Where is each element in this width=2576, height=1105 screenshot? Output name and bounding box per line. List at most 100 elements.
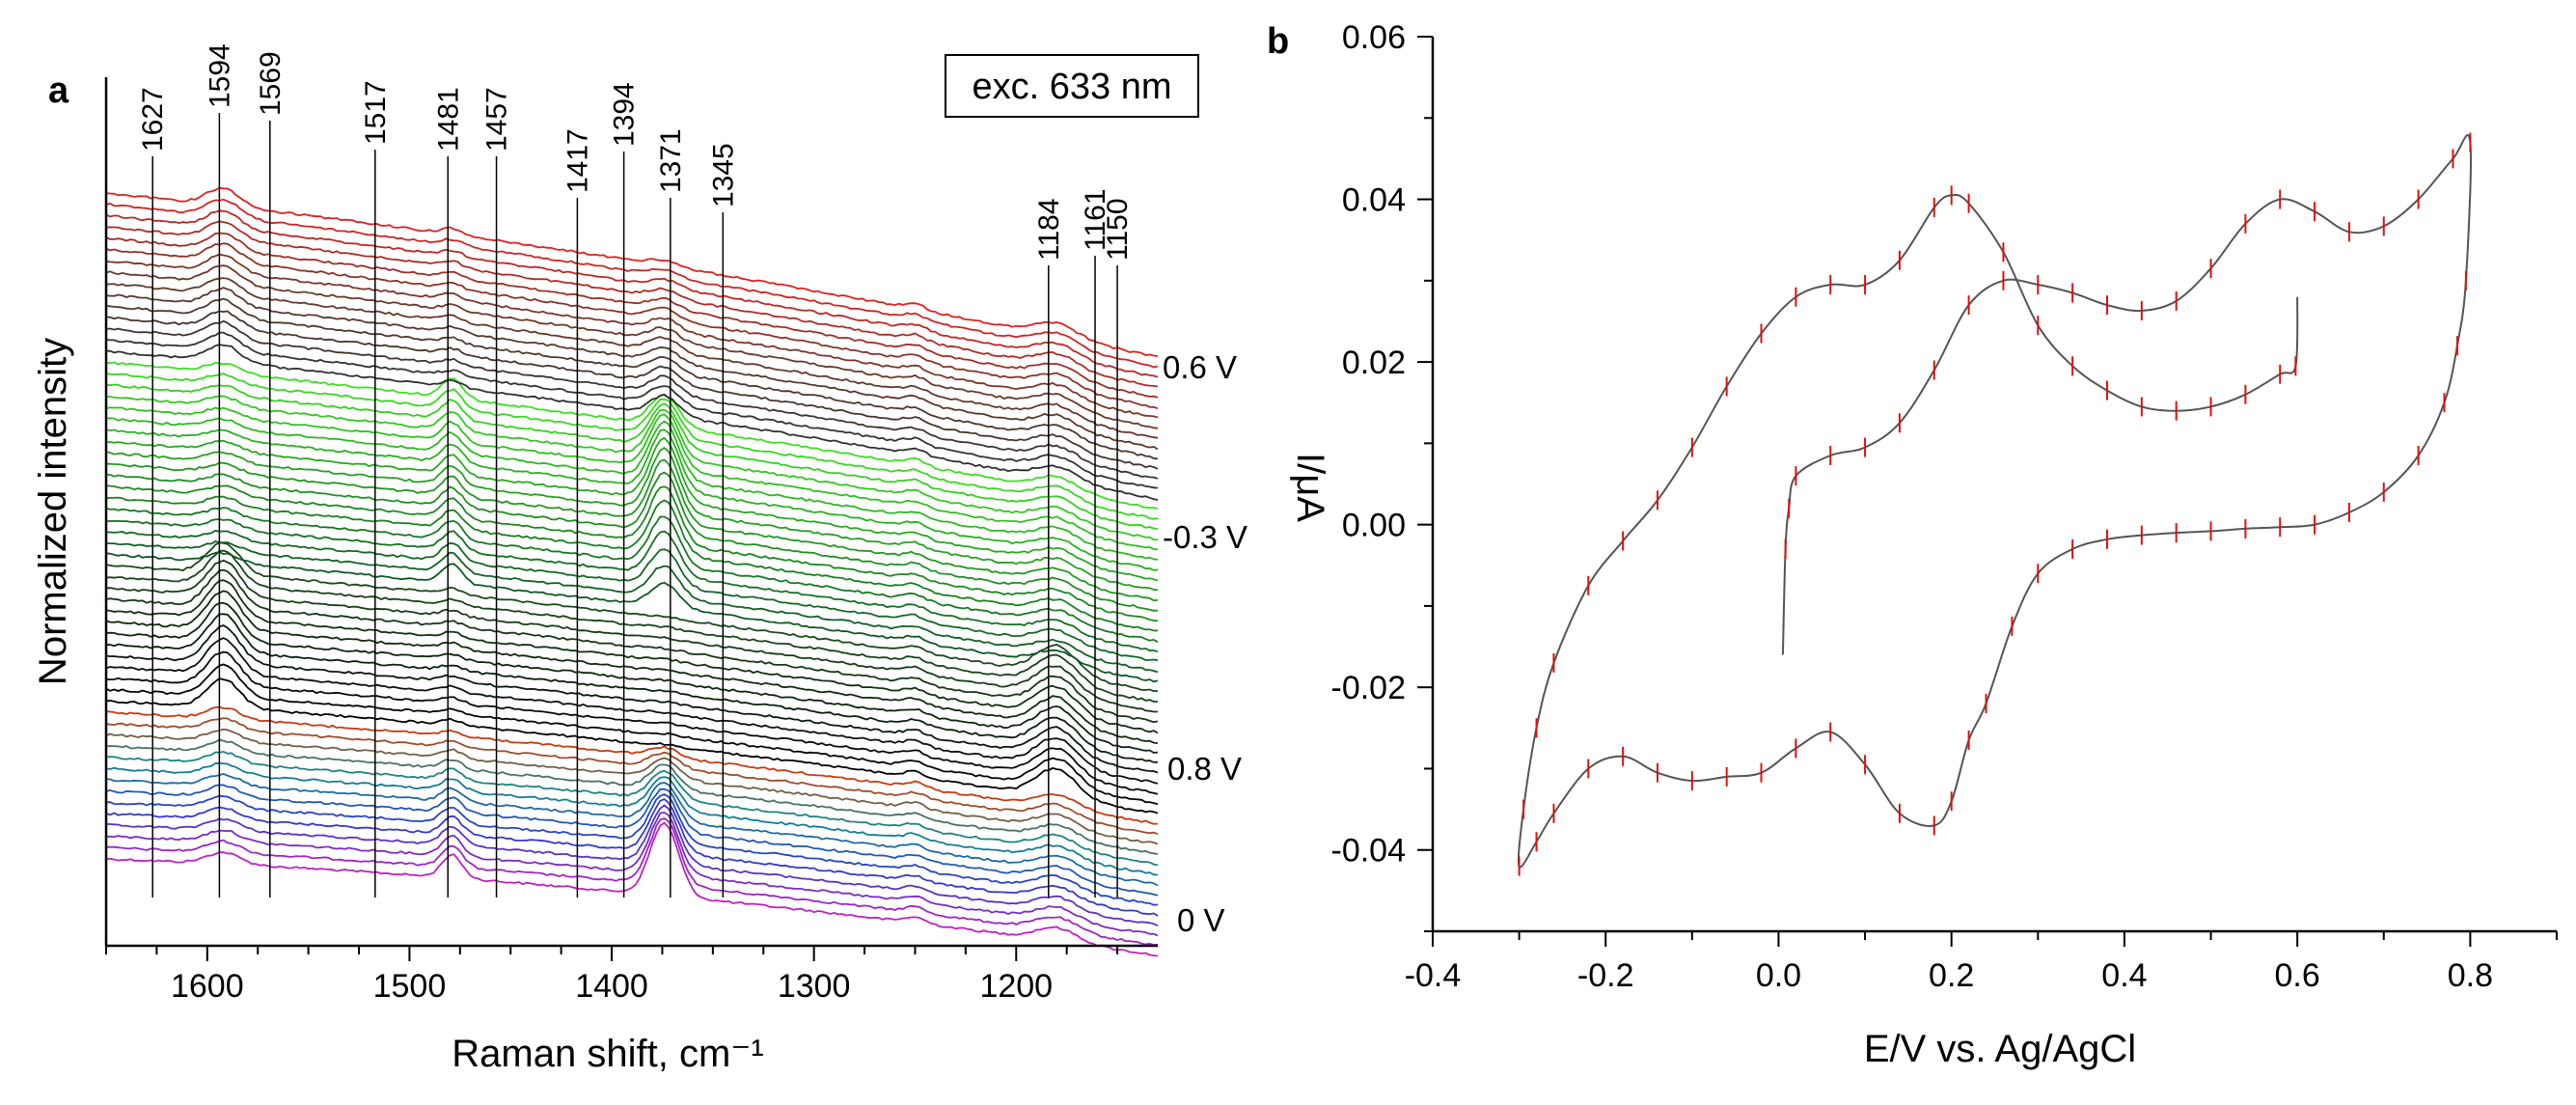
x-axis-title: E/V vs. Ag/AgCl xyxy=(1864,1028,2136,1070)
spectrum-line xyxy=(105,602,1159,754)
x-ticks: 1600 1500 1400 1300 1200 xyxy=(105,946,1119,1005)
peak-marker-label: 1457 xyxy=(481,87,513,152)
spectrum-line xyxy=(105,549,1158,703)
panel-a-label: a xyxy=(48,70,69,111)
x-tick-label: 1600 xyxy=(171,968,244,1005)
spectrum-line xyxy=(105,717,1159,836)
spectrum-line xyxy=(105,383,1159,530)
peak-marker-label: 1481 xyxy=(432,87,464,152)
peak-marker-label: 1345 xyxy=(707,143,739,207)
x-tick-label: 0.2 xyxy=(1929,957,1974,994)
panel-b-label: b xyxy=(1267,21,1289,62)
spectrum-line xyxy=(105,310,1159,470)
peak-markers: 1627 1594 1569 1517 1481 1457 1417 1394 1371 1345… xyxy=(137,43,1134,898)
spectrum-line xyxy=(105,750,1159,867)
peak-marker-label: 1569 xyxy=(255,51,287,116)
x-tick-label: -0.2 xyxy=(1577,957,1634,994)
spectrum-line xyxy=(105,541,1159,693)
spectrum-line xyxy=(105,436,1159,582)
spectrum-line xyxy=(105,186,1159,357)
spectrum-line xyxy=(105,568,1159,724)
spectrum-line xyxy=(105,372,1159,520)
spectrum-line xyxy=(105,804,1159,927)
legend-box xyxy=(945,54,1199,118)
voltage-label-0-6v: 0.6 V xyxy=(1163,349,1237,385)
spectrum-line xyxy=(105,559,1158,713)
x-tick-label: 1400 xyxy=(575,968,648,1005)
spectrum-line xyxy=(105,331,1159,489)
spectrum-line xyxy=(105,232,1159,399)
y-tick-label: 0.06 xyxy=(1342,19,1406,56)
voltage-label-0v: 0 V xyxy=(1177,902,1225,938)
peak-marker-label: 1594 xyxy=(204,43,235,108)
y-tick-label: -0.04 xyxy=(1331,833,1407,870)
y-tick-label: 0.00 xyxy=(1342,508,1406,544)
x-tick-label: -0.4 xyxy=(1405,957,1462,994)
spectrum-line xyxy=(105,242,1159,410)
spectrum-line xyxy=(105,264,1159,429)
spectrum-line xyxy=(106,529,1159,662)
spectrum-line xyxy=(105,590,1159,744)
peak-marker-label: 1161 xyxy=(1080,188,1111,251)
spectrum-line xyxy=(106,816,1159,947)
x-tick-label: 0.0 xyxy=(1756,957,1801,994)
spectrum-line xyxy=(105,738,1159,855)
spectrum-line xyxy=(105,761,1159,876)
spectrum-line xyxy=(105,361,1159,510)
spectrum-line xyxy=(105,446,1159,592)
spectrum-line xyxy=(105,297,1159,460)
spectrum-line xyxy=(105,624,1159,774)
spectrum-line xyxy=(105,821,1159,957)
axis-ticks: -0.4 -0.2 0.0 0.2 0.4 0.6 0.8 0.06 0.04 0.02 0.00 -… xyxy=(1331,19,2558,994)
spectrum-line xyxy=(105,471,1159,612)
cv-curve xyxy=(1517,132,2472,876)
spectrum-line xyxy=(105,220,1159,388)
spectrum-line xyxy=(105,507,1159,644)
spectrum-line xyxy=(105,772,1159,887)
spectrum-line xyxy=(105,798,1159,917)
x-tick-label: 0.8 xyxy=(2448,957,2493,994)
spectrum-line xyxy=(105,551,1159,683)
spectrum-line xyxy=(105,579,1159,734)
spectrum-line xyxy=(105,705,1159,825)
spectrum-line xyxy=(105,198,1159,369)
y-axis-title: I/μA xyxy=(1289,453,1331,522)
peak-marker-label: 1394 xyxy=(609,82,641,147)
panel-b-cyclic-voltammogram: b -0.4 -0.2 0.0 0.2 0.4 0.6 0.8 0.06 0.04 0.02 0.0… xyxy=(1267,19,2558,1070)
x-tick-label: 0.4 xyxy=(2101,957,2147,994)
spectrum-line xyxy=(105,728,1159,845)
spectrum-line xyxy=(106,344,1159,501)
spectrum-line xyxy=(105,395,1158,540)
spectrum-line xyxy=(105,458,1159,602)
x-tick-label: 0.6 xyxy=(2275,957,2320,994)
cv-line xyxy=(1517,133,2472,869)
spectrum-line xyxy=(105,417,1159,561)
spectrum-line xyxy=(105,650,1159,795)
spectrum-line xyxy=(105,663,1159,806)
spectrum-line xyxy=(105,209,1159,378)
y-tick-label: 0.04 xyxy=(1342,182,1406,219)
spectra-group xyxy=(105,186,1159,957)
x-tick-label: 1300 xyxy=(778,968,851,1005)
spectrum-line xyxy=(105,811,1159,937)
spectrum-line xyxy=(105,793,1159,906)
voltage-label-minus-0-3v: -0.3 V xyxy=(1163,519,1247,555)
spectrum-line xyxy=(105,253,1159,419)
peak-marker-label: 1150 xyxy=(1102,198,1134,261)
spectrum-line xyxy=(105,613,1159,763)
spectrum-line xyxy=(105,518,1159,653)
spectrum-line xyxy=(105,540,1159,674)
peak-marker-label: 1417 xyxy=(562,128,593,193)
spectrum-line xyxy=(105,637,1159,785)
spectrum-line xyxy=(105,428,1159,571)
spectrum-line xyxy=(105,784,1159,897)
spectrum-line xyxy=(105,406,1159,551)
peak-marker-label: 1184 xyxy=(1033,198,1065,261)
spectrum-line xyxy=(105,287,1159,451)
spectrum-line xyxy=(105,319,1159,480)
y-tick-label: 0.02 xyxy=(1342,345,1406,381)
x-tick-label: 1200 xyxy=(979,968,1053,1005)
panel-a-raman-spectra: a 1627 1594 1569 1517 1481 1457 1417 1394 1371 13… xyxy=(32,43,1247,1075)
